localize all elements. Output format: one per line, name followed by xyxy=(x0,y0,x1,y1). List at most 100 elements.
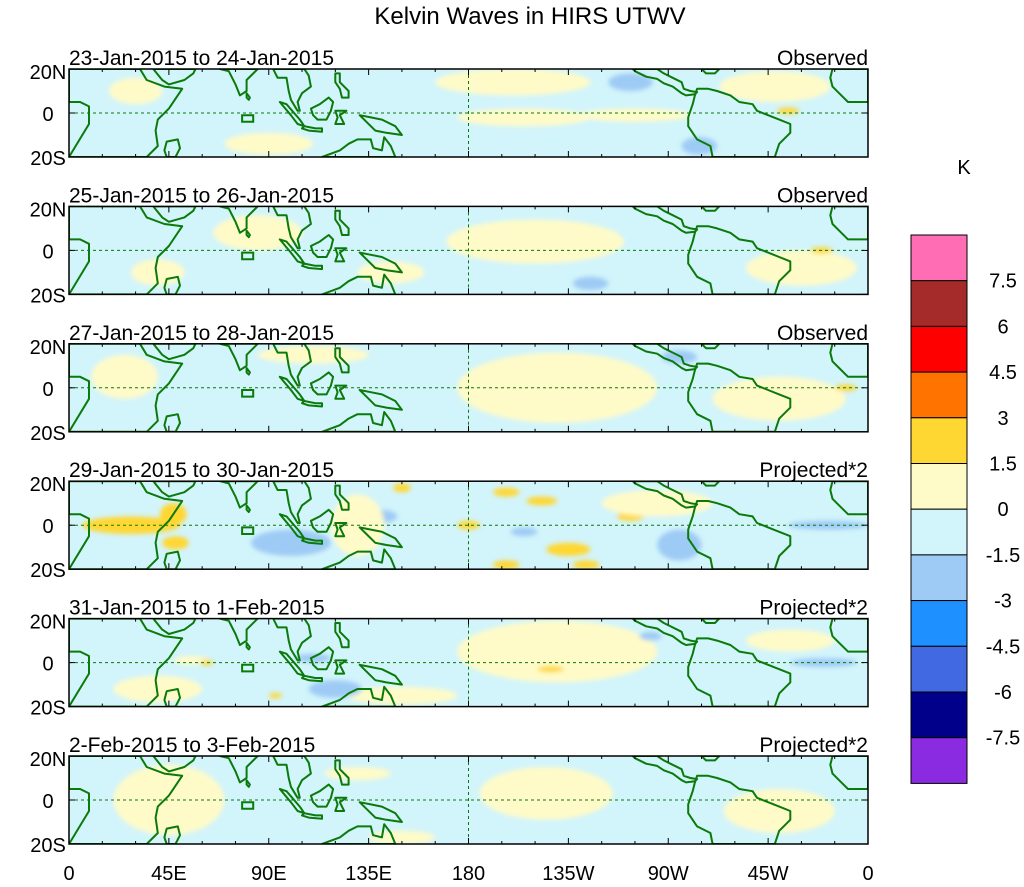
anomaly-region xyxy=(162,536,189,550)
colorbar-swatch xyxy=(910,417,968,464)
anomaly-region xyxy=(457,108,591,127)
arabia-outline xyxy=(152,618,197,635)
africa-coast-outline xyxy=(69,343,184,432)
panel-type-label: Observed xyxy=(777,322,868,345)
philippines-outline xyxy=(334,622,350,649)
sulawesi-outline xyxy=(334,522,348,538)
madagascar-outline xyxy=(163,138,181,157)
colorbar-level-label: -4.5 xyxy=(986,636,1020,658)
anomaly-region xyxy=(537,665,564,673)
java-outline xyxy=(301,400,323,408)
colorbar-level-label: -3 xyxy=(994,591,1012,613)
borneo-outline xyxy=(309,783,335,808)
y-tick-label: 20S xyxy=(30,698,66,720)
madagascar-outline xyxy=(163,825,181,844)
x-tick-label: 90W xyxy=(648,863,689,885)
anomaly-region xyxy=(113,764,225,836)
anomaly-region xyxy=(250,529,331,556)
africa-coast-outline xyxy=(69,69,184,157)
anomaly-region xyxy=(224,132,314,155)
map-panel: 20N 0 20S 27-Jan-2015 to 28-Jan-2015 Observe… xyxy=(30,322,869,445)
y-tick-label: 0 xyxy=(42,104,53,126)
panel-type-label: Projected*2 xyxy=(759,597,868,620)
borneo-outline xyxy=(309,371,335,396)
map-panel: 20N 0 20S 25-Jan-2015 to 26-Jan-2015 Observe… xyxy=(30,184,869,307)
south-america-outline xyxy=(687,500,792,570)
anomaly-region xyxy=(790,658,857,667)
y-tick-label: 20N xyxy=(30,474,67,496)
anomaly-region xyxy=(745,629,835,652)
colorbar-swatch xyxy=(910,645,968,693)
india-outline xyxy=(218,343,259,372)
arabia-outline xyxy=(152,206,197,223)
x-tick-label: 90E xyxy=(251,863,287,885)
borneo-outline xyxy=(309,508,335,533)
india-outline xyxy=(218,756,259,784)
australia-outline xyxy=(321,136,397,157)
anomaly-region xyxy=(601,490,713,517)
madagascar-outline xyxy=(163,275,181,295)
caribbean-outline xyxy=(700,618,721,624)
anomaly-region xyxy=(526,496,558,506)
colorbar-level-label: 0 xyxy=(997,499,1008,521)
new-guinea-outline xyxy=(358,389,403,411)
anomaly-region xyxy=(357,261,425,284)
anomaly-region xyxy=(479,767,613,820)
africa-coast-outline xyxy=(69,756,184,844)
y-tick-label: 0 xyxy=(42,241,53,263)
sri-lanka-outline xyxy=(245,779,251,788)
africa-coast-outline xyxy=(69,618,184,707)
indochina-outline xyxy=(272,481,312,524)
anomaly-region xyxy=(745,250,857,286)
philippines-outline xyxy=(334,759,350,786)
new-guinea-outline xyxy=(358,663,403,686)
anomaly-region xyxy=(510,527,538,537)
anomaly-region xyxy=(608,73,653,91)
panel-type-label: Observed xyxy=(777,47,868,70)
anomaly-region xyxy=(572,560,600,570)
colorbar-swatch xyxy=(910,234,968,282)
anomaly-region xyxy=(368,830,436,844)
borneo-outline xyxy=(309,646,335,671)
anomaly-region xyxy=(91,354,158,399)
sulawesi-outline xyxy=(334,384,348,400)
anomaly-region xyxy=(346,686,458,705)
colorbar-level-label: 7.5 xyxy=(989,271,1017,293)
colorbar-level-label: 3 xyxy=(997,408,1008,430)
colorbar-legend: K 7.5 6 4.5 3 1.5 0 -1.5 -3 -4.5 -6 -7.5 xyxy=(910,157,1020,784)
west-africa-east-edge-outline xyxy=(829,69,868,103)
anomaly-region xyxy=(657,529,702,561)
indochina-outline xyxy=(272,69,312,112)
panel-date-range: 31-Jan-2015 to 1-Feb-2015 xyxy=(69,597,325,620)
panel-date-range: 27-Jan-2015 to 28-Jan-2015 xyxy=(69,322,334,345)
map-panel: 20N 0 20S 2-Feb-2015 to 3-Feb-2015 Projected… xyxy=(30,734,869,857)
panel-date-range: 23-Jan-2015 to 24-Jan-2015 xyxy=(69,47,334,70)
anomaly-region xyxy=(308,680,362,698)
anomaly-region xyxy=(572,276,609,290)
colorbar-level-label: -6 xyxy=(994,682,1012,704)
australia-outline xyxy=(321,411,397,432)
anomaly-region xyxy=(173,656,209,665)
anomaly-region xyxy=(712,376,846,421)
borneo-outline xyxy=(309,234,335,258)
region-box-outline xyxy=(241,526,255,535)
x-tick-label: 45W xyxy=(748,863,789,885)
x-tick-label: 0 xyxy=(63,863,74,885)
anomaly-region xyxy=(579,108,691,122)
colorbar-swatch xyxy=(910,737,968,784)
anomaly-region xyxy=(492,560,520,570)
south-america-outline xyxy=(687,225,792,295)
region-box-outline xyxy=(241,251,255,261)
region-box-outline xyxy=(241,389,255,398)
caribbean-outline xyxy=(700,481,721,487)
anomaly-region xyxy=(639,631,662,641)
indochina-outline xyxy=(272,618,312,662)
anomaly-region xyxy=(492,487,520,497)
philippines-outline xyxy=(334,484,350,511)
arabia-outline xyxy=(152,69,197,86)
new-guinea-outline xyxy=(358,526,403,549)
west-africa-east-edge-outline xyxy=(829,756,868,790)
panel-date-range: 25-Jan-2015 to 26-Jan-2015 xyxy=(69,184,334,207)
anomaly-region xyxy=(457,620,658,683)
west-africa-east-edge-outline xyxy=(829,618,868,653)
